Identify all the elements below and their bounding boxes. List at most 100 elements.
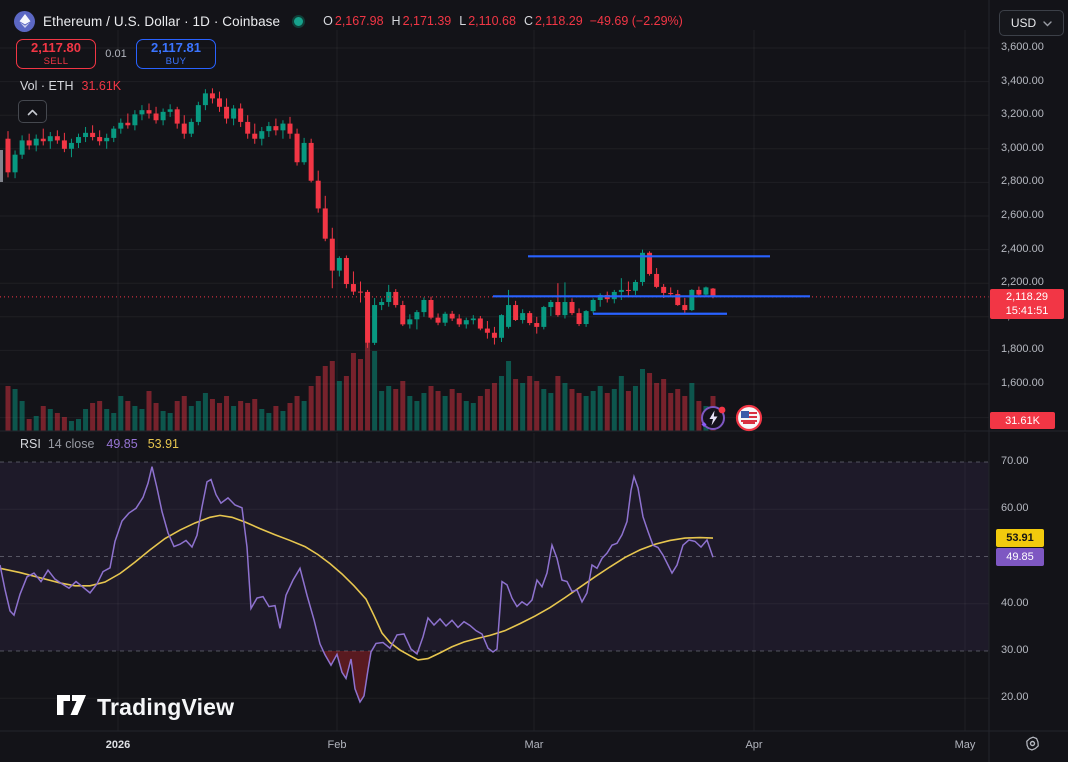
time-axis-label[interactable]: Mar (524, 739, 544, 751)
volume-bar (245, 403, 251, 431)
candle-body (618, 289, 624, 292)
candle-body (47, 136, 53, 142)
candle-body (484, 328, 490, 333)
volume-bar (548, 393, 554, 431)
symbol-title[interactable]: Ethereum / U.S. Dollar · 1D · Coinbase (43, 13, 281, 29)
volume-bar (54, 413, 60, 431)
candle-body (329, 238, 335, 271)
volume-bar (40, 406, 46, 431)
price-axis-label: 3,400.00 (1001, 74, 1044, 87)
volume-bar (604, 393, 610, 431)
candle-body (506, 305, 512, 327)
volume-bar (280, 411, 286, 431)
edge-candle (0, 150, 3, 182)
price-axis-label: 3,200.00 (1001, 108, 1044, 121)
volume-bar (499, 376, 504, 431)
time-axis-label[interactable]: Apr (745, 739, 763, 751)
candle-body (703, 287, 709, 295)
volume-bar (125, 401, 131, 431)
volume-bar (421, 393, 427, 431)
volume-bar (266, 413, 272, 431)
sell-button[interactable]: 2,117.80 SELL (16, 39, 96, 69)
volume-bar (308, 386, 314, 431)
volume-bar (33, 416, 39, 431)
volume-bar (513, 379, 519, 431)
buy-button[interactable]: 2,117.81 BUY (136, 39, 216, 69)
ohlc-values: O 2,167.98 H 2,171.39 L 2,110.68 C 2,118.29 … (315, 14, 683, 28)
candle-body (343, 258, 349, 285)
chevron-down-icon (1043, 16, 1052, 30)
price-axis-label: 2,200.00 (1001, 276, 1044, 289)
candle-body (358, 291, 363, 293)
volume-bar (625, 391, 631, 431)
candle-body (393, 291, 399, 306)
rsi-oversold-fill (323, 651, 372, 703)
rsi-axis-badge: 49.85 (996, 548, 1044, 566)
rsi-legend[interactable]: RSI 14 close 49.85 53.91 (20, 437, 179, 451)
volume-bar (76, 419, 81, 431)
axis-settings-button[interactable] (1021, 735, 1043, 757)
open-label: O (323, 14, 333, 28)
volume-bar (555, 376, 561, 431)
volume-bar (294, 396, 300, 431)
volume-bar (527, 376, 533, 431)
sell-label: SELL (43, 56, 69, 68)
candle-body (280, 123, 286, 131)
symbol-legend[interactable]: Ethereum / U.S. Dollar · 1D · Coinbase O… (14, 9, 683, 33)
current-price-time: 15:41:51 (1005, 305, 1049, 317)
candle-body (111, 128, 117, 138)
sell-price: 2,117.80 (31, 40, 81, 56)
volume-legend[interactable]: Vol · ETH 31.61K (20, 79, 121, 93)
candle-body (456, 318, 462, 325)
volume-bar (329, 361, 335, 431)
tradingview-logo[interactable]: TradingView (57, 694, 234, 721)
candle-body (266, 126, 272, 132)
volume-bar (463, 401, 469, 431)
market-status-icon[interactable] (292, 14, 306, 28)
volume-bar (435, 391, 441, 431)
current-price-badge: 2,118.29 15:41:51 (990, 289, 1064, 319)
volume-bar (97, 401, 103, 431)
volume-bar (174, 401, 180, 431)
candle-body (548, 302, 554, 308)
volume-bar (562, 383, 568, 431)
spread-value: 0.01 (105, 48, 127, 60)
price-axis-label: 3,600.00 (1001, 41, 1044, 53)
rsi-axis-label: 70.00 (1001, 455, 1029, 467)
candle-body (597, 294, 603, 300)
rsi-axis-label: 40.00 (1001, 596, 1029, 609)
volume-bar (372, 351, 378, 431)
volume-bar (181, 396, 187, 431)
candle-body (379, 302, 385, 306)
us-economy-flag-icon[interactable] (735, 404, 763, 437)
volume-bar (167, 413, 173, 431)
rsi-ma-line (0, 514, 714, 661)
candle-body (174, 109, 180, 124)
candle-body (421, 300, 427, 313)
events-flash-icon[interactable] (697, 402, 729, 439)
candle-body (710, 288, 716, 297)
currency-dropdown[interactable]: USD (999, 10, 1064, 36)
time-axis-label[interactable]: May (954, 739, 976, 751)
collapse-legend-button[interactable] (18, 100, 47, 123)
candle-body (195, 105, 201, 122)
candle-body (294, 133, 300, 163)
rsi-ma-value: 53.91 (147, 437, 179, 451)
volume-bar (146, 391, 152, 431)
candle-body (68, 142, 74, 149)
time-axis-label[interactable]: Feb (327, 739, 347, 751)
candle-body (682, 305, 688, 311)
volume-bar (365, 343, 371, 431)
candle-body (224, 106, 230, 119)
candle-body (527, 313, 533, 324)
close-label: C (523, 14, 533, 28)
buy-label: BUY (165, 56, 187, 68)
volume-bar (696, 401, 702, 431)
candle-body (365, 291, 371, 343)
candle-body (499, 315, 504, 338)
close-value: 2,118.29 (534, 14, 583, 28)
time-axis-label[interactable]: 2026 (105, 739, 131, 751)
candle-body (231, 108, 237, 119)
